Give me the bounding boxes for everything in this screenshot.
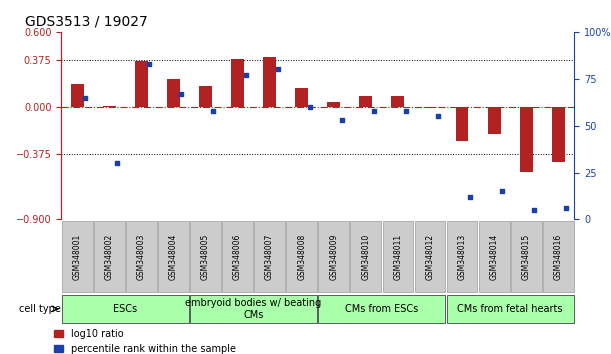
FancyBboxPatch shape: [222, 221, 253, 292]
FancyBboxPatch shape: [94, 221, 125, 292]
Point: [529, 207, 539, 213]
FancyBboxPatch shape: [382, 221, 413, 292]
Point: [112, 160, 122, 166]
Point: [401, 108, 411, 114]
Text: GSM348004: GSM348004: [169, 233, 178, 280]
Point: [465, 194, 475, 200]
Text: GSM348014: GSM348014: [489, 234, 499, 280]
FancyBboxPatch shape: [543, 221, 574, 292]
Text: GSM348015: GSM348015: [522, 234, 531, 280]
Bar: [103, 105, 115, 107]
Text: GSM348006: GSM348006: [233, 233, 242, 280]
Text: GSM348010: GSM348010: [361, 234, 370, 280]
Text: GSM348003: GSM348003: [137, 233, 146, 280]
FancyBboxPatch shape: [318, 295, 445, 323]
Text: GSM348002: GSM348002: [104, 234, 114, 280]
FancyBboxPatch shape: [351, 221, 381, 292]
FancyBboxPatch shape: [479, 221, 510, 292]
Point: [144, 61, 154, 67]
Bar: [199, 86, 212, 107]
Bar: [231, 59, 244, 107]
Point: [433, 113, 443, 119]
Text: GSM348016: GSM348016: [554, 234, 563, 280]
Legend: log10 ratio, percentile rank within the sample: log10 ratio, percentile rank within the …: [54, 329, 236, 354]
Point: [562, 205, 571, 211]
Bar: [71, 84, 84, 107]
Text: CMs from ESCs: CMs from ESCs: [345, 304, 419, 314]
FancyBboxPatch shape: [62, 295, 189, 323]
Point: [337, 117, 346, 123]
Point: [497, 188, 507, 194]
FancyBboxPatch shape: [254, 221, 285, 292]
Text: GSM348008: GSM348008: [297, 234, 306, 280]
Point: [305, 104, 315, 110]
Point: [80, 95, 90, 100]
Text: ESCs: ESCs: [113, 304, 137, 314]
Bar: [456, 107, 469, 141]
Bar: [488, 107, 500, 135]
FancyBboxPatch shape: [190, 221, 221, 292]
Bar: [327, 102, 340, 107]
Text: GSM348001: GSM348001: [73, 234, 82, 280]
Text: CMs from fetal hearts: CMs from fetal hearts: [458, 304, 563, 314]
Text: embryoid bodies w/ beating
CMs: embryoid bodies w/ beating CMs: [186, 298, 321, 320]
FancyBboxPatch shape: [62, 221, 92, 292]
FancyBboxPatch shape: [158, 221, 189, 292]
Bar: [263, 57, 276, 107]
FancyBboxPatch shape: [318, 221, 349, 292]
FancyBboxPatch shape: [511, 221, 541, 292]
Bar: [295, 88, 308, 107]
FancyBboxPatch shape: [447, 221, 477, 292]
Text: GSM348009: GSM348009: [329, 233, 338, 280]
Point: [369, 108, 379, 114]
Point: [273, 67, 282, 72]
Text: GSM348005: GSM348005: [201, 233, 210, 280]
FancyBboxPatch shape: [447, 295, 574, 323]
Text: GDS3513 / 19027: GDS3513 / 19027: [25, 14, 148, 28]
Point: [208, 108, 218, 114]
Bar: [359, 96, 372, 107]
FancyBboxPatch shape: [190, 295, 317, 323]
Text: GSM348013: GSM348013: [458, 234, 467, 280]
Bar: [135, 61, 148, 107]
Point: [241, 72, 251, 78]
FancyBboxPatch shape: [415, 221, 445, 292]
FancyBboxPatch shape: [287, 221, 317, 292]
Point: [177, 91, 186, 97]
Text: GSM348012: GSM348012: [425, 234, 434, 280]
Bar: [552, 107, 565, 162]
Bar: [520, 107, 533, 172]
Text: GSM348011: GSM348011: [393, 234, 403, 280]
Text: GSM348007: GSM348007: [265, 233, 274, 280]
Bar: [167, 79, 180, 107]
Bar: [392, 96, 404, 107]
FancyBboxPatch shape: [126, 221, 156, 292]
Bar: [423, 107, 436, 108]
Text: cell type: cell type: [19, 304, 61, 314]
